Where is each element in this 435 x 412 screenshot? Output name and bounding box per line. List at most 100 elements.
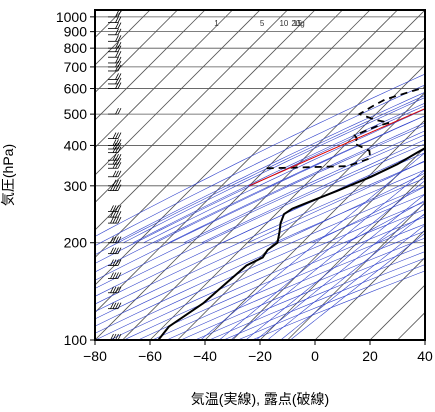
y-tick-label: 900 <box>64 24 88 40</box>
mixing-ratio-line <box>255 203 425 340</box>
dry-adiabat <box>95 177 425 327</box>
wind-barb-feather <box>117 170 122 177</box>
wind-barb-feather <box>115 22 119 29</box>
dry-adiabat <box>95 95 425 256</box>
dry-adiabat <box>95 161 425 312</box>
isotherm <box>95 10 398 314</box>
wind-barb <box>108 162 122 169</box>
isotherm <box>95 10 288 204</box>
wind-barb-feather <box>112 139 117 146</box>
wind-barb-feather <box>112 272 117 279</box>
wind-barb-feather <box>117 158 122 165</box>
wind-barb-feather <box>115 107 119 115</box>
wind-barb-feather <box>115 272 119 279</box>
isotherm <box>342 256 425 340</box>
wind-barb-feather <box>115 146 119 153</box>
mixing-ratio-lines <box>200 152 425 340</box>
wind-barb-feather <box>112 286 117 293</box>
isotherm <box>177 91 425 340</box>
x-tick-label: −20 <box>248 348 272 364</box>
y-tick-label: 300 <box>64 178 88 194</box>
wind-barb-feather <box>117 28 122 35</box>
wind-barb-feather <box>115 41 119 49</box>
wind-barb <box>108 60 122 68</box>
wind-barb-feather <box>117 35 122 42</box>
wind-barb-feather <box>117 210 122 218</box>
isotherm <box>95 10 261 176</box>
x-tick-label: −80 <box>83 348 107 364</box>
y-tick-label: 500 <box>64 106 88 122</box>
wind-barb <box>108 158 122 165</box>
wind-barb-feather <box>110 247 114 254</box>
wind-barb-feather <box>117 45 122 52</box>
wind-barb-feather <box>115 139 119 146</box>
isotherm <box>95 10 178 94</box>
wind-barb-feather <box>117 259 122 266</box>
moist-adiabat <box>201 139 425 243</box>
dry-adiabat <box>95 115 425 273</box>
wind-barb-feather <box>117 205 122 212</box>
x-tick-label: −40 <box>193 348 217 364</box>
isotherm <box>287 201 425 340</box>
wind-barb <box>108 259 122 266</box>
wind-barb-feather <box>115 162 119 169</box>
wind-barb-feather <box>115 16 119 23</box>
wind-barb <box>108 51 122 58</box>
wind-barb <box>108 41 122 49</box>
wind-barb-feather <box>117 107 122 115</box>
wind-barb-feather <box>112 158 117 165</box>
wind-barb <box>108 35 122 42</box>
wind-barbs <box>108 10 122 341</box>
wind-barb <box>108 146 122 154</box>
wind-barb-feather <box>115 286 119 293</box>
wind-barb-feather <box>117 272 122 279</box>
mixing-ratio-line <box>200 152 425 340</box>
moist-adiabat <box>123 97 425 243</box>
mixing-ratio-line <box>219 169 425 340</box>
dry-adiabat <box>209 251 425 340</box>
wind-barb-feather <box>110 210 114 218</box>
wind-barb-feather <box>115 154 119 161</box>
wind-barb-feather <box>117 73 122 80</box>
wind-barb-feather <box>112 216 117 224</box>
wind-barb-feather <box>112 179 117 186</box>
isotherm <box>232 146 425 340</box>
wind-barb <box>108 22 122 29</box>
mixing-ratio-line <box>280 224 425 340</box>
isotherm <box>95 10 371 286</box>
wind-barb <box>108 107 122 115</box>
wind-barb <box>108 28 122 36</box>
wind-barb-feather <box>115 45 119 52</box>
wind-barb <box>108 10 122 18</box>
sounding-profiles <box>157 86 425 340</box>
wind-barb-feather <box>115 56 119 64</box>
wind-barb-feather <box>112 259 117 266</box>
wind-barb <box>108 272 122 279</box>
mixing-ratio-label: 10 <box>279 19 288 28</box>
mixing-ratio-label: 5 <box>260 19 265 28</box>
wind-barb <box>108 82 122 89</box>
wind-barb-feather <box>112 170 117 177</box>
dry-adiabat <box>95 169 425 320</box>
isotherm <box>95 10 123 39</box>
moist-adiabat <box>168 122 425 243</box>
wind-barb <box>108 170 122 178</box>
isotherm <box>424 339 425 340</box>
wind-barb-feather <box>117 22 122 29</box>
wind-barb-feather <box>115 302 119 309</box>
dewpoint-line <box>266 86 425 170</box>
wind-barb-feather <box>110 236 114 243</box>
wind-barb-feather <box>112 247 117 254</box>
dry-adiabats <box>95 73 425 340</box>
dry-adiabat <box>95 105 425 264</box>
wind-barb-feather <box>115 132 119 139</box>
mixing-ratio-label: 20g <box>291 19 304 28</box>
wind-barb-feather <box>112 205 117 212</box>
wind-barb <box>108 45 122 53</box>
wind-barb-feather <box>110 302 114 309</box>
isotherm <box>314 229 425 340</box>
wind-barb <box>108 247 122 255</box>
wind-barb-feather <box>112 154 117 161</box>
